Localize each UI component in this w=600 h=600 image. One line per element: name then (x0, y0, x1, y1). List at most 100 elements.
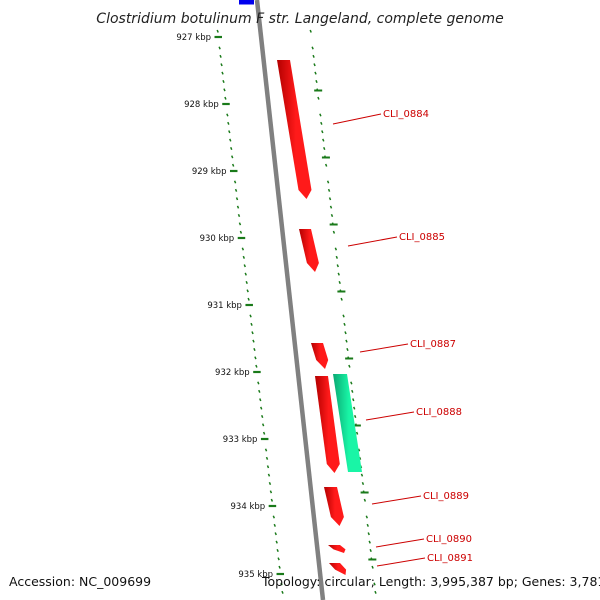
minor-tick (244, 272, 247, 276)
gene-label[interactable]: CLI_0889 (423, 491, 469, 502)
gene-label[interactable]: CLI_0888 (416, 407, 462, 418)
minor-tick (281, 590, 284, 594)
gene-cli-0885[interactable] (299, 229, 319, 272)
minor-tick (342, 314, 345, 318)
minor-tick (234, 188, 238, 192)
minor-tick (238, 222, 242, 226)
minor-tick (345, 339, 348, 343)
minor-tick (242, 255, 246, 259)
minor-tick (269, 490, 273, 494)
minor-tick (228, 130, 231, 134)
gene-label-connector (371, 495, 422, 505)
minor-tick (241, 247, 245, 251)
minor-tick (330, 213, 334, 218)
minor-tick (327, 172, 328, 173)
minor-tick (314, 71, 317, 75)
gene-label-connector (365, 411, 415, 421)
minor-tick (353, 414, 357, 419)
minor-tick (276, 548, 279, 553)
minor-tick (311, 38, 312, 39)
minor-tick (369, 548, 372, 553)
minor-tick (245, 280, 248, 285)
minor-tick (237, 213, 241, 218)
gene-label-connector (332, 113, 382, 125)
minor-tick (253, 347, 256, 352)
minor-tick (243, 264, 246, 268)
minor-tick (321, 130, 324, 134)
gene-cli-0891[interactable] (328, 545, 346, 553)
minor-tick (230, 146, 233, 151)
tick-label: 930 kbp (200, 234, 235, 244)
minor-tick (320, 121, 323, 125)
minor-tick (219, 54, 222, 58)
minor-tick (335, 255, 339, 259)
minor-tick (365, 507, 366, 508)
gene-label[interactable]: CLI_0891 (427, 553, 473, 564)
tick-marks-layer: 927 kbp 928 kbp 929 kbp 930 kbp 931 kbp 932 k… (176, 29, 377, 594)
gene-cli-0884[interactable] (277, 60, 312, 199)
tick-label: 927 kbp (176, 33, 211, 43)
tick-label: 931 kbp (207, 301, 242, 311)
minor-tick (246, 289, 249, 293)
genome-backbone (254, 0, 326, 600)
genes-layer (277, 60, 362, 575)
minor-tick (272, 515, 275, 519)
gene-label[interactable]: CLI_0884 (383, 109, 429, 120)
minor-tick (255, 364, 258, 368)
minor-tick (338, 280, 341, 285)
minor-tick (260, 406, 263, 410)
minor-tick (220, 63, 223, 67)
minor-tick (350, 373, 351, 374)
minor-tick (342, 306, 343, 307)
gene-cli-0887[interactable] (311, 343, 329, 369)
minor-tick (274, 532, 277, 536)
minor-tick (259, 398, 262, 402)
minor-tick (222, 79, 225, 84)
minor-tick (251, 331, 254, 335)
minor-tick (227, 121, 230, 125)
minor-tick (231, 163, 235, 167)
minor-tick (361, 481, 365, 486)
gene-cli-0889[interactable] (333, 374, 362, 472)
gene-label[interactable]: CLI_0887 (410, 339, 456, 350)
minor-tick (328, 197, 332, 201)
minor-tick (334, 247, 338, 251)
gene-label[interactable]: CLI_0885 (399, 232, 445, 243)
minor-tick (226, 113, 229, 117)
tick-label: 934 kbp (231, 502, 266, 512)
minor-tick (337, 272, 340, 276)
minor-tick (278, 565, 281, 569)
minor-tick (268, 481, 272, 486)
gene-label-connector (359, 343, 409, 353)
minor-tick (267, 473, 271, 477)
minor-tick (360, 473, 364, 477)
minor-tick (350, 381, 353, 385)
gene-label[interactable]: CLI_0890 (426, 534, 472, 545)
minor-tick (317, 96, 320, 100)
gene-label-connector (375, 538, 425, 548)
minor-tick (224, 96, 227, 100)
minor-tick (275, 540, 278, 544)
minor-tick (260, 414, 264, 419)
minor-tick (371, 565, 374, 569)
minor-tick (323, 146, 326, 151)
gene-unlabeled[interactable] (329, 563, 347, 575)
minor-tick (231, 155, 234, 159)
minor-tick (261, 423, 265, 427)
minor-tick (257, 381, 260, 385)
minor-tick (247, 297, 250, 301)
minor-tick (221, 71, 224, 75)
tick-label: 928 kbp (184, 100, 219, 110)
minor-tick (266, 465, 270, 469)
gene-cli-0888[interactable] (315, 376, 340, 473)
minor-tick (252, 339, 255, 343)
minor-tick (216, 29, 219, 33)
minor-tick (344, 331, 347, 335)
minor-tick (235, 197, 239, 201)
minor-tick (368, 540, 371, 544)
minor-tick (249, 314, 252, 318)
minor-tick (340, 297, 343, 301)
gene-cli-0890[interactable] (324, 487, 344, 526)
minor-tick (324, 163, 328, 167)
